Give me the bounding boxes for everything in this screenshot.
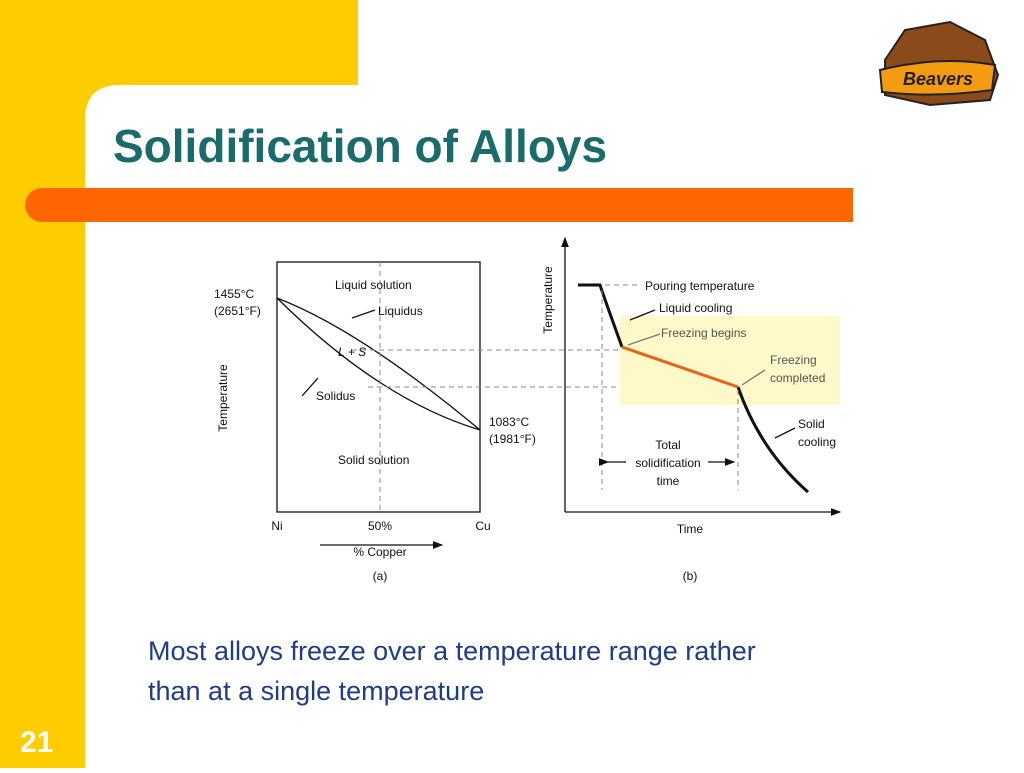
label: 1455°C: [214, 287, 254, 301]
label: Freezing: [770, 353, 817, 367]
slide-number: 21: [20, 726, 53, 759]
label: 1083°C: [489, 415, 529, 429]
axis-label: Temperature: [216, 364, 230, 432]
label: 50%: [368, 519, 392, 533]
label: Ni: [271, 519, 282, 533]
label: Cu: [475, 519, 490, 533]
label: Total: [655, 438, 680, 452]
label: (2651°F): [214, 304, 261, 318]
logo: Beavers: [878, 20, 1000, 107]
label: Freezing begins: [661, 326, 746, 340]
body-text: Most alloys freeze over a temperature ra…: [148, 636, 756, 666]
label: Solid: [798, 417, 825, 431]
label: Liquidus: [378, 304, 423, 318]
figure-b-labels: Temperature Pouring temperature Liquid c…: [541, 266, 836, 583]
logo-text: Beavers: [903, 69, 973, 89]
label: Liquid solution: [335, 278, 412, 292]
yellow-frame: [0, 0, 358, 768]
body-text: than at a single temperature: [148, 676, 484, 706]
label: solidification: [635, 456, 700, 470]
label: L + S: [338, 345, 366, 359]
label: time: [657, 474, 680, 488]
caption: (a): [373, 569, 388, 583]
orange-bar: [25, 188, 853, 222]
label: Liquid cooling: [659, 301, 732, 315]
caption: (b): [683, 569, 698, 583]
label: (1981°F): [489, 432, 536, 446]
axis-label: % Copper: [353, 545, 406, 559]
label: cooling: [798, 435, 836, 449]
label: Pouring temperature: [645, 279, 755, 293]
axis-label: Temperature: [541, 266, 555, 334]
label: completed: [770, 371, 825, 385]
axis-label: Time: [677, 522, 704, 536]
label: Solid solution: [338, 453, 409, 467]
slide-title: Solidification of Alloys: [113, 120, 607, 172]
figure-b: [561, 236, 842, 516]
label: Solidus: [316, 389, 355, 403]
figure-a-labels: Liquid solution Liquidus 1455°C (2651°F)…: [214, 278, 536, 583]
